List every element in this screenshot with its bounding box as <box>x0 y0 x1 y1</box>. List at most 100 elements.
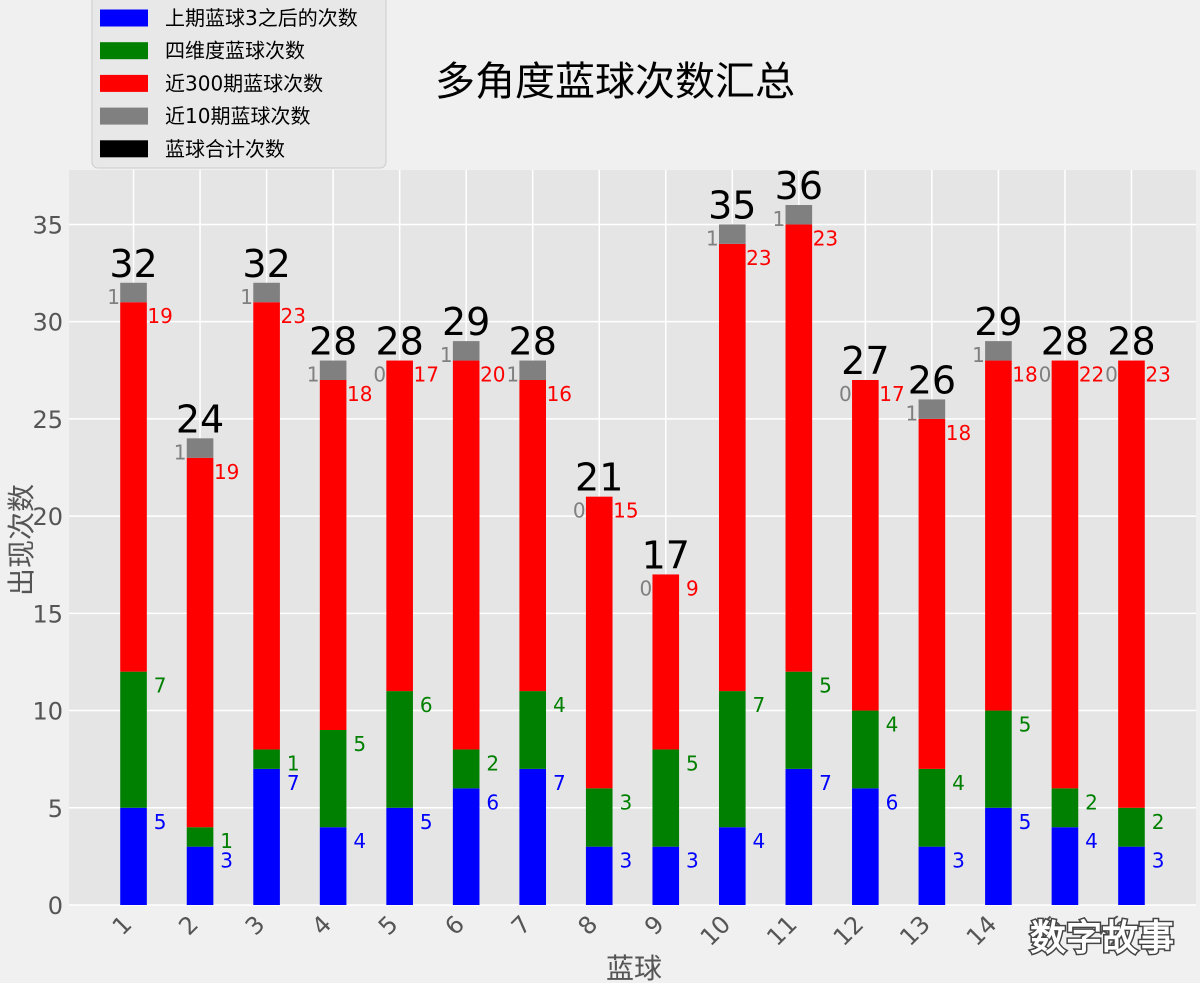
legend-box <box>91 0 387 169</box>
plot-area <box>69 170 1196 905</box>
data-label-series0-ball-3: 7 <box>287 771 300 795</box>
total-label-ball-12: 27 <box>841 339 889 383</box>
data-label-series3-ball-10: 1 <box>706 226 719 250</box>
data-label-series3-ball-9: 0 <box>639 576 652 600</box>
legend-swatch-series1 <box>100 42 148 60</box>
bar-segment-series3-ball-14 <box>985 341 1012 361</box>
data-label-series1-ball-15: 2 <box>1085 790 1098 814</box>
data-label-series2-ball-9: 9 <box>686 576 699 600</box>
bar-segment-series0-ball-4 <box>319 827 347 905</box>
data-label-series3-ball-15: 0 <box>1039 363 1052 387</box>
y-tick-label-35: 35 <box>32 211 63 239</box>
data-label-series2-ball-8: 15 <box>613 499 638 523</box>
data-label-series0-ball-10: 4 <box>753 829 766 853</box>
total-label-ball-7: 28 <box>509 320 557 364</box>
bar-segment-series2-ball-10 <box>718 243 746 692</box>
data-label-series0-ball-2: 3 <box>220 849 233 873</box>
y-tick-label-20: 20 <box>32 503 63 531</box>
bar-segment-series1-ball-4 <box>319 730 347 828</box>
data-label-series2-ball-11: 23 <box>813 226 838 250</box>
data-label-series1-ball-8: 3 <box>619 790 632 814</box>
bar-segment-series3-ball-7 <box>519 360 547 380</box>
bar-segment-series0-ball-1 <box>120 807 147 905</box>
data-label-series1-ball-2: 1 <box>220 829 233 853</box>
total-label-ball-2: 24 <box>176 397 224 441</box>
data-label-series1-ball-10: 7 <box>753 693 766 717</box>
bar-segment-series0-ball-7 <box>519 768 547 905</box>
watermark: 数字故事 <box>1030 918 1174 959</box>
bar-segment-series0-ball-13 <box>918 846 946 905</box>
y-tick-label-30: 30 <box>32 309 63 337</box>
legend-swatch-series0 <box>100 9 148 27</box>
total-label-ball-14: 29 <box>974 300 1022 344</box>
data-label-series3-ball-11: 1 <box>772 207 785 231</box>
total-label-ball-3: 32 <box>242 242 290 286</box>
bar-segment-series1-ball-13 <box>918 768 946 847</box>
data-label-series3-ball-16: 0 <box>1105 363 1118 387</box>
data-label-series2-ball-7: 16 <box>547 382 572 406</box>
total-label-ball-10: 35 <box>708 183 756 227</box>
data-label-series2-ball-10: 23 <box>746 246 771 270</box>
total-label-ball-11: 36 <box>775 164 823 208</box>
data-label-series3-ball-4: 1 <box>307 363 320 387</box>
data-label-series0-ball-11: 7 <box>819 771 832 795</box>
data-label-series1-ball-16: 2 <box>1152 810 1165 834</box>
legend-label-series2: 近300期蓝球次数 <box>165 71 323 95</box>
data-label-series1-ball-4: 5 <box>353 732 366 756</box>
data-label-series1-ball-7: 4 <box>553 693 566 717</box>
bar-segment-series0-ball-9 <box>652 846 680 905</box>
y-tick-label-10: 10 <box>32 698 63 726</box>
bar-segment-series0-ball-3 <box>253 768 280 905</box>
data-label-series2-ball-12: 17 <box>879 382 904 406</box>
total-label-ball-15: 28 <box>1041 320 1089 364</box>
data-label-series1-ball-3: 1 <box>287 751 300 775</box>
bar-segment-series2-ball-12 <box>852 380 879 711</box>
bar-segment-series0-ball-5 <box>386 807 413 905</box>
y-tick-label-0: 0 <box>48 892 63 920</box>
bar-segment-series2-ball-2 <box>186 457 214 828</box>
total-label-ball-16: 28 <box>1107 320 1155 364</box>
data-label-series1-ball-12: 4 <box>886 713 899 737</box>
bar-group <box>120 205 1145 905</box>
bar-segment-series1-ball-9 <box>652 749 680 847</box>
data-label-series0-ball-9: 3 <box>686 849 699 873</box>
bar-segment-series2-ball-6 <box>452 360 480 750</box>
data-label-series3-ball-1: 1 <box>107 285 120 309</box>
bar-segment-series0-ball-16 <box>1118 846 1145 905</box>
bar-segment-series2-ball-1 <box>120 302 147 672</box>
bar-segment-series3-ball-10 <box>718 224 746 244</box>
legend-label-series0: 上期蓝球3之后的次数 <box>165 6 358 30</box>
legend-swatch-totals <box>100 140 148 158</box>
data-label-series1-ball-13: 4 <box>952 771 965 795</box>
data-label-series0-ball-13: 3 <box>952 849 965 873</box>
bar-segment-series0-ball-12 <box>852 788 879 905</box>
data-label-series1-ball-5: 6 <box>420 693 433 717</box>
bar-segment-series1-ball-16 <box>1118 807 1145 847</box>
legend-label-series3: 近10期蓝球次数 <box>165 104 310 128</box>
data-label-series0-ball-6: 6 <box>486 790 499 814</box>
bar-segment-series1-ball-8 <box>585 788 613 847</box>
total-label-ball-6: 29 <box>442 300 490 344</box>
data-label-series1-ball-1: 7 <box>154 674 167 698</box>
data-label-series2-ball-16: 23 <box>1145 363 1170 387</box>
bar-segment-series3-ball-13 <box>918 399 946 419</box>
data-label-series3-ball-14: 1 <box>972 343 985 367</box>
data-label-series2-ball-13: 18 <box>946 421 971 445</box>
data-label-series3-ball-7: 1 <box>506 363 519 387</box>
bar-segment-series2-ball-8 <box>585 496 613 789</box>
data-label-series3-ball-8: 0 <box>573 499 586 523</box>
data-label-series2-ball-1: 19 <box>147 304 172 328</box>
data-label-series0-ball-8: 3 <box>619 849 632 873</box>
bar-segment-series0-ball-10 <box>718 827 746 905</box>
data-label-series3-ball-6: 1 <box>440 343 453 367</box>
total-label-ball-8: 21 <box>575 456 623 500</box>
bar-segment-series3-ball-6 <box>452 341 480 361</box>
bar-segment-series2-ball-13 <box>918 418 946 769</box>
bar-segment-series2-ball-14 <box>985 360 1012 711</box>
total-label-ball-1: 32 <box>109 242 157 286</box>
y-axis-ticks: 0 5 10 15 20 25 30 35 <box>32 211 63 920</box>
bar-segment-series2-ball-15 <box>1051 360 1079 789</box>
bar-segment-series2-ball-9 <box>652 574 680 750</box>
bar-segment-series0-ball-14 <box>985 807 1012 905</box>
